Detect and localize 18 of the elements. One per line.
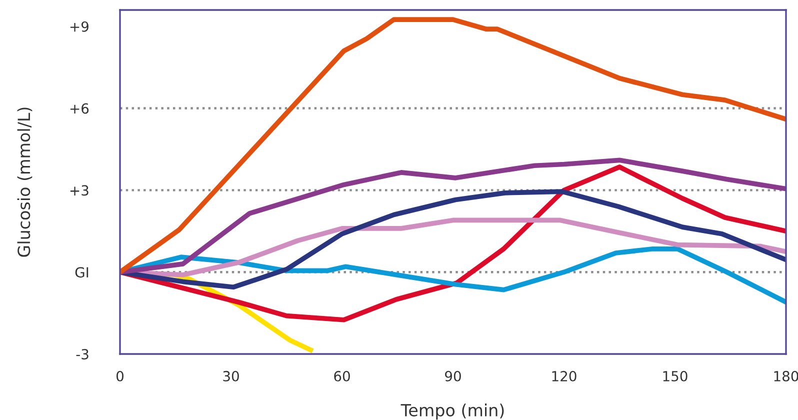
line-series — [120, 189, 786, 290]
x-tick-label: 180 — [774, 370, 798, 382]
x-tick-label: 30 — [223, 370, 239, 382]
x-tick-label: 120 — [552, 370, 576, 382]
x-tick-label: 150 — [663, 370, 688, 382]
line-series — [120, 17, 786, 275]
line-series — [120, 158, 786, 275]
x-tick-label: 90 — [445, 370, 461, 382]
x-axis-title: Tempo (min) — [400, 404, 504, 420]
y-tick-label: -3 — [76, 348, 88, 360]
x-tick-label: 0 — [116, 370, 124, 382]
x-tick-label: 60 — [334, 370, 350, 382]
line-series — [120, 164, 786, 322]
y-tick-label: +6 — [70, 103, 89, 114]
y-tick-label: +9 — [70, 21, 88, 32]
y-axis-title: Glucosio (mmol/L) — [17, 108, 32, 257]
y-tick-label: GI — [75, 267, 88, 278]
y-tick-label: +3 — [70, 185, 88, 196]
